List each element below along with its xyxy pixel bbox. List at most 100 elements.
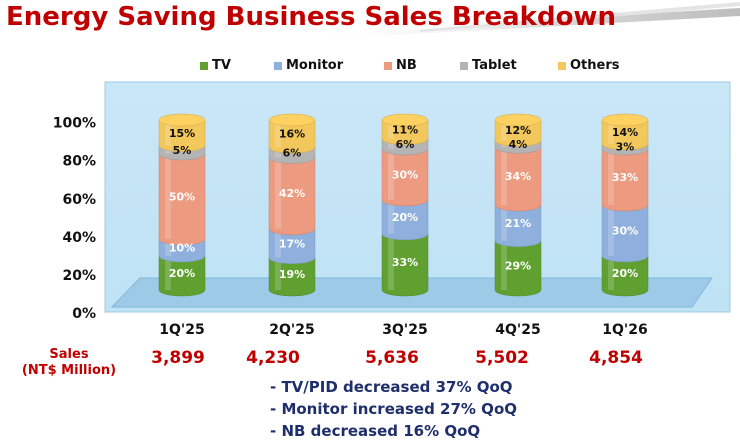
sales-value-4q25: 5,502 xyxy=(475,348,529,368)
bar-4q25: 29% 21% 34% 4%12% xyxy=(494,113,542,297)
data-label-monitor: 20% xyxy=(392,211,418,224)
bar-segment-highlight xyxy=(501,205,507,241)
stacked-bar-chart: 0% 20% 40% 60% 80% 100% 20% 10% 50% 5% 15% 19% 17% 4… xyxy=(53,81,731,338)
sales-label: Sales (NT$ Million) xyxy=(14,347,124,379)
data-label-tablet: 5% xyxy=(173,144,192,157)
data-label-nb: 34% xyxy=(505,170,531,183)
bar-segment-highlight xyxy=(165,154,171,239)
legend-swatch-tablet xyxy=(460,61,468,70)
bar-segment-highlight xyxy=(165,256,171,290)
bar-segment-highlight xyxy=(608,256,614,290)
data-label-others: 16% xyxy=(279,128,305,141)
sales-value-2q25: 4,230 xyxy=(246,348,300,368)
bar-segment-highlight xyxy=(388,199,394,234)
bar-segment-highlight xyxy=(608,120,614,144)
bar-segment-highlight xyxy=(275,147,281,158)
note-tv: - TV/PID decreased 37% QoQ xyxy=(270,378,513,396)
bar-segment-highlight xyxy=(608,205,614,256)
data-label-tv: 19% xyxy=(279,268,305,281)
bar-segment-tv xyxy=(268,257,316,297)
bar-1q26: 20% 30% 33% 3%14% xyxy=(601,113,649,297)
data-label-others: 12% xyxy=(505,124,531,137)
bar-segment-tv xyxy=(381,233,429,297)
bar-2q25: 19% 17% 42% 6% 16% xyxy=(268,113,316,297)
bar-1q25: 20% 10% 50% 5% 15% xyxy=(158,113,206,297)
legend-label-tablet: Tablet xyxy=(472,58,517,73)
x-tick-label: 4Q'25 xyxy=(495,322,540,338)
header-swoosh xyxy=(300,2,740,40)
bar-segment-highlight xyxy=(275,228,281,258)
data-label-nb: 33% xyxy=(612,171,638,184)
bar-top-cap xyxy=(268,113,316,127)
y-tick-label: 20% xyxy=(62,268,96,284)
bar-segment-highlight xyxy=(388,233,394,290)
bar-segment-nb xyxy=(158,153,206,246)
y-tick-label: 60% xyxy=(62,192,96,208)
sales-label-line1: Sales xyxy=(49,347,89,362)
data-label-monitor: 21% xyxy=(505,217,531,230)
legend-label-others: Others xyxy=(570,58,620,73)
bar-segment-monitor xyxy=(601,204,649,263)
data-label-monitor: 30% xyxy=(612,225,638,238)
sales-label-line2: (NT$ Million) xyxy=(21,363,117,378)
data-label-monitor: 17% xyxy=(279,237,305,250)
legend-item-monitor: Monitor xyxy=(274,58,343,73)
bar-segment-highlight xyxy=(501,240,507,290)
x-tick-label: 1Q'26 xyxy=(602,322,647,338)
legend-swatch-monitor xyxy=(274,61,282,70)
bar-segment-nb xyxy=(268,157,316,236)
data-label-nb: 30% xyxy=(392,168,418,181)
note-monitor: - Monitor increased 27% QoQ xyxy=(270,400,517,418)
data-label-others: 11% xyxy=(392,123,418,136)
bar-segment-others xyxy=(268,119,316,154)
legend-item-tablet: Tablet xyxy=(460,58,517,73)
data-label-nb: 50% xyxy=(169,191,195,204)
data-label-tv: 29% xyxy=(505,259,531,272)
sales-value-1q25: 3,899 xyxy=(151,348,205,368)
bar-top-cap xyxy=(494,113,542,127)
bar-segment-highlight xyxy=(275,120,281,148)
data-label-others: 14% xyxy=(612,126,638,139)
chart-legend: TV Monitor NB Tablet Others xyxy=(0,58,740,78)
data-label-nb: 42% xyxy=(279,187,305,200)
bar-segment-highlight xyxy=(275,157,281,229)
x-tick-label: 2Q'25 xyxy=(269,322,314,338)
bar-segment-highlight xyxy=(165,239,171,256)
bar-segment-highlight xyxy=(388,138,394,149)
legend-item-nb: NB xyxy=(384,58,417,73)
bar-segment-tv xyxy=(158,255,206,297)
data-label-tablet: 4% xyxy=(509,138,528,151)
bar-segment-nb xyxy=(601,148,649,212)
page-title: Energy Saving Business Sales Breakdown xyxy=(6,2,616,32)
bar-segment-monitor xyxy=(158,238,206,263)
legend-swatch-nb xyxy=(384,61,392,70)
bar-3q25: 33% 20% 30% 6% 11% xyxy=(381,113,429,297)
legend-swatch-others xyxy=(558,61,566,70)
bar-segment-highlight xyxy=(388,120,394,139)
x-tick-label: 1Q'25 xyxy=(159,322,204,338)
y-tick-label: 40% xyxy=(62,230,96,246)
data-label-others: 15% xyxy=(169,127,195,140)
bar-segment-others xyxy=(494,119,542,147)
bar-segment-highlight xyxy=(388,148,394,200)
data-label-tablet: 6% xyxy=(396,138,415,151)
y-tick-label: 0% xyxy=(72,306,96,322)
bar-top-cap xyxy=(601,113,649,127)
bar-segment-highlight xyxy=(501,120,507,141)
bar-segment-monitor xyxy=(381,199,429,241)
data-label-tablet: 3% xyxy=(616,140,635,153)
legend-label-tv: TV xyxy=(212,58,231,73)
bar-segment-tv xyxy=(494,240,542,297)
bar-segment-nb xyxy=(381,148,429,207)
bar-segment-highlight xyxy=(501,147,507,205)
bar-segment-others xyxy=(381,119,429,145)
bar-top-cap xyxy=(381,113,429,127)
data-label-tv: 20% xyxy=(169,267,195,280)
legend-label-monitor: Monitor xyxy=(286,58,344,73)
bar-segment-highlight xyxy=(275,257,281,290)
bar-segment-others xyxy=(601,119,649,151)
bar-segment-highlight xyxy=(608,148,614,205)
bar-segment-monitor xyxy=(494,204,542,247)
y-tick-label: 100% xyxy=(53,116,96,132)
legend-item-others: Others xyxy=(558,58,620,73)
